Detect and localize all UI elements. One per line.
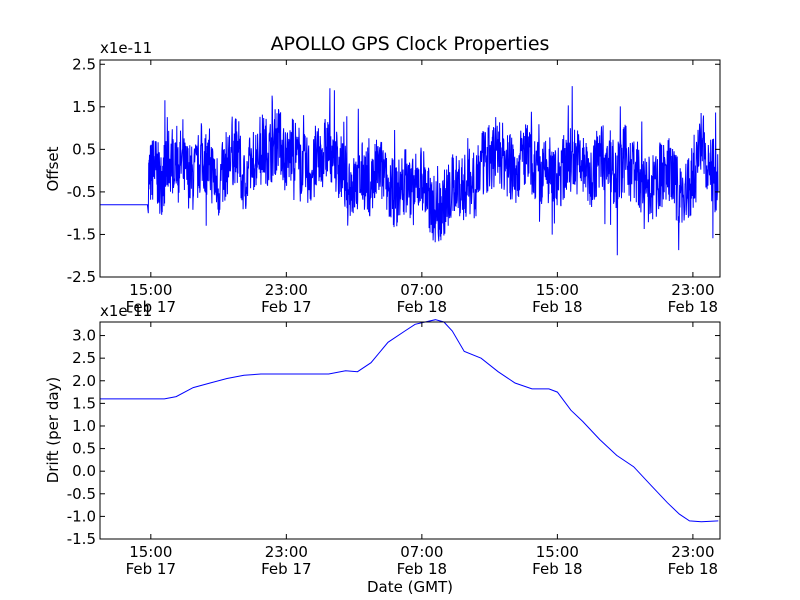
drift-x-tick-date: Feb 18	[532, 560, 582, 578]
drift-y-tick-label: 1.5	[72, 394, 96, 412]
drift-x-tick-time: 23:00	[671, 543, 714, 561]
drift-series-line	[100, 319, 719, 523]
offset-scale-label: x1e-11	[100, 39, 152, 57]
drift-y-axis-label: Drift (per day)	[44, 377, 62, 484]
offset-x-tick-date: Feb 17	[261, 298, 311, 316]
offset-y-tick-label: 0.5	[72, 140, 96, 158]
offset-x-tick-time: 07:00	[400, 281, 443, 299]
drift-panel: x1e-11 Drift (per day) 3.0 2.5 2.0 1.5 1.0 0.…	[44, 302, 721, 596]
drift-y-tick-label: 1.0	[72, 417, 96, 435]
offset-y-tick-label: 1.5	[72, 98, 96, 116]
drift-y-tick-label: -1.0	[67, 507, 96, 525]
offset-y-tick-label: -2.5	[67, 268, 96, 286]
drift-y-tick-label: 2.5	[72, 349, 96, 367]
offset-y-axis-label: Offset	[44, 146, 62, 191]
drift-y-tick-label: 0.0	[72, 462, 96, 480]
offset-series-line	[100, 86, 719, 256]
drift-y-tick-label: 3.0	[72, 327, 96, 345]
x-axis-label: Date (GMT)	[367, 578, 453, 596]
offset-x-tick-date: Feb 18	[397, 298, 447, 316]
chart-title: APOLLO GPS Clock Properties	[271, 33, 550, 55]
drift-x-tick-time: 07:00	[400, 543, 443, 561]
drift-plot-frame	[99, 321, 721, 540]
drift-x-tick-date: Feb 17	[126, 560, 176, 578]
offset-x-tick-date: Feb 17	[126, 298, 176, 316]
offset-plot-frame	[99, 59, 721, 278]
drift-x-tick-time: 15:00	[536, 543, 579, 561]
drift-y-tick-label: -0.5	[67, 485, 96, 503]
offset-x-tick-time: 23:00	[265, 281, 308, 299]
offset-panel: APOLLO GPS Clock Properties x1e-11 Offse…	[44, 33, 721, 316]
offset-y-tick-label: -1.5	[67, 225, 96, 243]
offset-x-tick-time: 15:00	[536, 281, 579, 299]
offset-x-tick-date: Feb 18	[532, 298, 582, 316]
offset-x-tick-time: 23:00	[671, 281, 714, 299]
drift-x-tick-date: Feb 18	[397, 560, 447, 578]
offset-y-tick-label: -0.5	[67, 183, 96, 201]
offset-x-tick-date: Feb 18	[668, 298, 718, 316]
drift-y-tick-label: 0.5	[72, 440, 96, 458]
drift-x-tick-time: 15:00	[129, 543, 172, 561]
drift-x-tick-time: 23:00	[265, 543, 308, 561]
drift-y-tick-label: 2.0	[72, 372, 96, 390]
offset-x-tick-time: 15:00	[129, 281, 172, 299]
drift-ticks: 3.02.52.01.51.00.50.0-0.5-1.0-1.515:00Fe…	[67, 322, 720, 578]
drift-x-tick-date: Feb 18	[668, 560, 718, 578]
drift-y-tick-label: -1.5	[67, 530, 96, 548]
drift-scale-label: x1e-11	[100, 302, 152, 320]
drift-x-tick-date: Feb 17	[261, 560, 311, 578]
offset-y-tick-label: 2.5	[72, 55, 96, 73]
